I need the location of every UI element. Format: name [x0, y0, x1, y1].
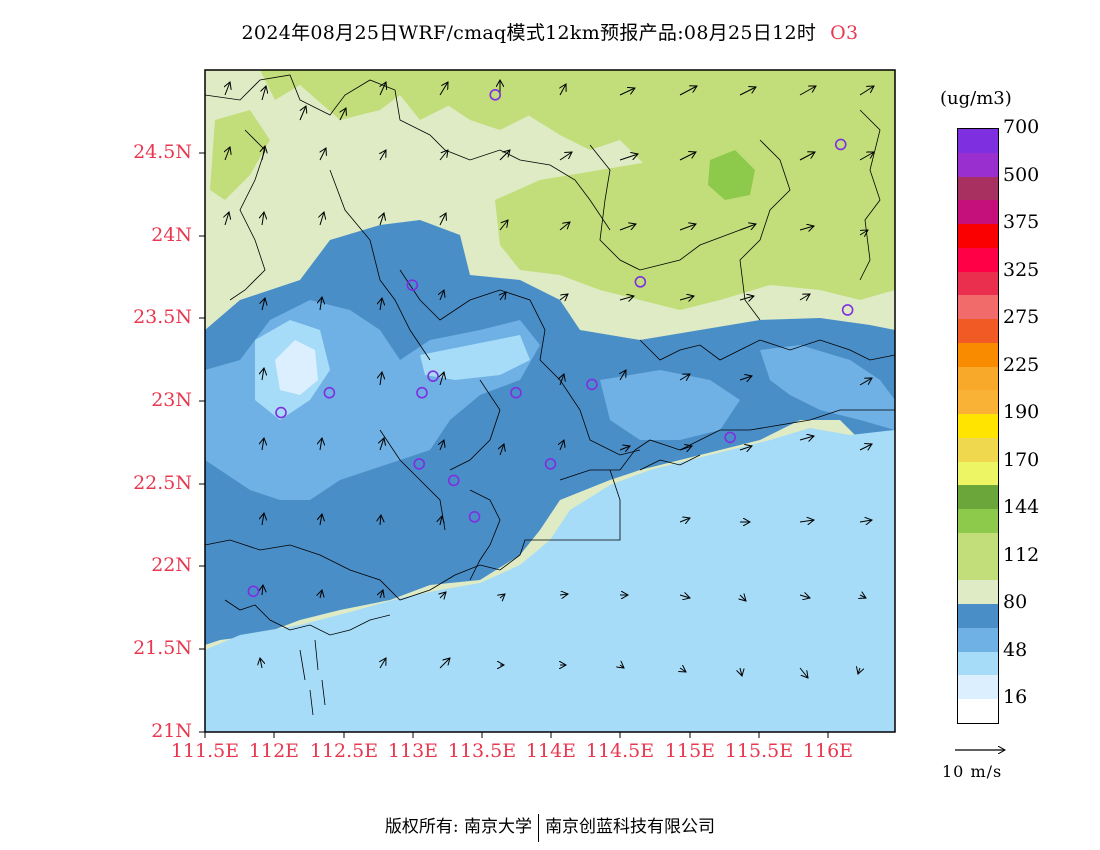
colorbar-label: 48: [1003, 638, 1028, 661]
y-tick-label: 21N: [151, 720, 192, 742]
band-16b: [420, 335, 530, 380]
copyright: 版权所有: 南京大学 南京创蓝科技有限公司: [0, 812, 1100, 842]
x-tick-label: 114E: [525, 740, 577, 762]
y-tick-label: 24N: [151, 224, 192, 246]
colorbar-label: 275: [1003, 306, 1040, 329]
y-tick-label: 24.5N: [133, 141, 192, 163]
station-marker: [634, 276, 647, 288]
band-144: [708, 150, 755, 200]
station-marker: [323, 386, 336, 399]
colorbar-swatch: [958, 531, 998, 557]
colorbar-swatch: [958, 365, 998, 391]
band-80: [205, 220, 895, 645]
y-tick-label: 23N: [151, 389, 192, 411]
band-0: [275, 340, 318, 395]
colorbar-label: 225: [1003, 353, 1040, 376]
y-tick-label: 23.5N: [133, 306, 192, 328]
colorbar-label: 190: [1003, 401, 1040, 424]
colorbar-label: 144: [1003, 496, 1040, 519]
colorbar-swatch: [958, 579, 998, 605]
colorbar-frame: [957, 128, 999, 724]
station-marker: [468, 511, 481, 523]
x-tick-label: 111.5E: [170, 740, 240, 762]
colorbar-label: 16: [1003, 686, 1028, 709]
colorbar-label: 700: [1003, 116, 1040, 138]
colorbar-unit: (ug/m3): [940, 88, 1012, 109]
y-tick-label: 21.5N: [133, 637, 192, 659]
x-tick-label: 114.5E: [585, 740, 655, 762]
colorbar-label: 80: [1003, 591, 1028, 614]
colorbar-swatch: [958, 626, 998, 652]
station-marker: [275, 406, 287, 419]
colorbar-swatch: [958, 318, 998, 343]
colorbar-label: 170: [1003, 448, 1040, 471]
colorbar-swatch: [958, 151, 998, 177]
station-marker: [416, 386, 428, 399]
station-marker: [841, 304, 854, 316]
station-marker: [510, 386, 522, 399]
band-112d: [430, 70, 540, 130]
station-marker: [834, 138, 847, 151]
station-marker: [406, 279, 419, 291]
colorbar-swatch: [958, 508, 998, 533]
station-marker: [724, 431, 736, 444]
colorbar-swatch: [958, 484, 998, 510]
title-species: O3: [830, 22, 859, 44]
station-marker: [447, 474, 460, 487]
x-tick-label: 113.5E: [447, 740, 517, 762]
station-markers: [247, 89, 854, 598]
concentration-field: [205, 70, 895, 732]
vector-legend-label: 10 m/s: [942, 762, 1003, 781]
station-marker: [413, 458, 426, 470]
chart-title: 2024年08月25日WRF/cmaq模式12km预报产品:08月25日12时 O…: [0, 18, 1100, 45]
station-marker: [586, 378, 598, 391]
station-marker: [427, 370, 439, 382]
colorbar-label: 500: [1003, 163, 1040, 186]
copyright-separator: [538, 813, 540, 842]
x-tick-label: 116E: [802, 740, 854, 762]
y-tick-label: 22.5N: [133, 472, 192, 494]
x-tick-label: 115.5E: [724, 740, 794, 762]
x-tick-label: 112E: [248, 740, 300, 762]
station-marker: [247, 585, 260, 598]
colorbar-label: 375: [1003, 211, 1040, 234]
wind-vectors: [225, 80, 874, 678]
band-48c: [600, 370, 740, 440]
copyright-left: 版权所有: 南京大学: [384, 817, 533, 837]
x-tick-label: 112.5E: [309, 740, 379, 762]
copyright-right: 南京创蓝科技有限公司: [545, 817, 716, 837]
band-ocean: [205, 428, 895, 732]
colorbar-swatch: [958, 555, 998, 581]
station-marker: [544, 458, 557, 470]
colorbar-swatch: [958, 698, 998, 723]
x-tick-label: 113E: [387, 740, 439, 762]
title-main: 2024年08月25日WRF/cmaq模式12km预报产品:08月25日12时: [241, 22, 817, 44]
station-marker: [489, 89, 502, 101]
band-112c: [210, 110, 270, 200]
colorbar-swatch: [958, 175, 998, 201]
x-tick-label: 115E: [664, 740, 716, 762]
band-48b: [760, 345, 895, 430]
colorbar-label: 112: [1003, 543, 1040, 566]
y-tick-label: 22N: [151, 554, 192, 576]
axis-ticks: [199, 152, 829, 738]
colorbar-label: 325: [1003, 258, 1040, 281]
